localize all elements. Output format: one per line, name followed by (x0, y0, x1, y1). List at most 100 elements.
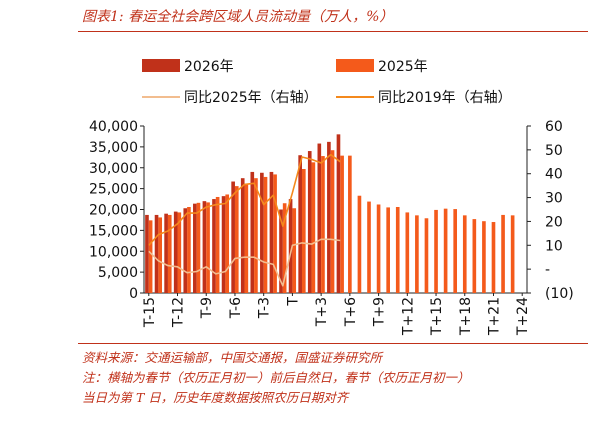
bar-2026 (231, 181, 235, 293)
line-yoy-2025 (148, 238, 341, 287)
x-axis-tick-label: T-15 (142, 297, 158, 328)
chart-title: 图表1: 春运全社会跨区域人员流动量（万人，%） (82, 9, 394, 25)
bar-2025 (510, 215, 515, 293)
bar-2025 (263, 176, 268, 293)
bar-2026 (307, 151, 312, 293)
x-axis-tick-label: T+24 (515, 297, 531, 336)
left-axis-tick-label: 35,000 (89, 140, 138, 156)
x-axis-tick-label: T+21 (487, 297, 503, 336)
bar-2026 (288, 199, 293, 293)
legend-swatch-2026 (142, 59, 180, 72)
bar-2026 (154, 214, 159, 293)
x-axis-tick-label: T-3 (257, 297, 273, 319)
right-axis-tick-label: 50 (545, 143, 563, 159)
left-axis-tick-label: 5,000 (98, 265, 138, 281)
bar-2026 (221, 196, 226, 293)
legend-label-2026: 2026年 (184, 59, 234, 75)
right-axis-tick-label: 30 (545, 191, 563, 207)
legend-label-2025: 2025年 (378, 59, 428, 75)
bar-2025 (415, 215, 419, 293)
bar-2025 (282, 203, 287, 293)
bar-2025 (244, 184, 249, 293)
x-axis-tick-label: T-9 (199, 297, 215, 319)
x-axis-tick-label: T+6 (343, 297, 359, 327)
legend-label-yoy-2025: 同比2025年（右轴） (184, 90, 318, 106)
left-axis-tick-label: 40,000 (89, 119, 138, 135)
source-note: 资料来源：交通运输部，中国交通报，国盛证券研究所 (82, 350, 383, 365)
x-axis-tick-label: T-6 (228, 297, 244, 319)
bar-2025 (330, 150, 335, 293)
bar-2025 (501, 214, 505, 293)
bar-2025 (424, 218, 429, 293)
bar-2025 (348, 155, 352, 293)
tick-labels-group: 0 5,000 10,000 15,000 20,000 25,000 30,000 35,0… (89, 119, 574, 336)
bar-2025 (273, 174, 277, 293)
bar-2026 (173, 211, 178, 293)
x-axis-tick-label: T+3 (314, 297, 330, 327)
right-axis-tick-label: 60 (545, 119, 563, 135)
bar-2025 (462, 215, 467, 293)
bar-2025 (254, 178, 258, 293)
right-axis-tick-label: 10 (545, 238, 563, 254)
bar-2025 (206, 202, 210, 293)
bar-2025 (405, 212, 410, 293)
x-axis-tick-label: T+15 (429, 297, 445, 336)
x-axis-tick-label: T-12 (171, 297, 187, 328)
bar-2025 (301, 169, 306, 293)
footer-divider (78, 343, 588, 344)
lines-group (148, 153, 341, 287)
axis-note-line-2: 当日为第 T 日，历史年度数据按照农历日期对齐 (82, 390, 349, 405)
bar-2025 (225, 194, 230, 293)
right-axis-tick-label: - (545, 262, 550, 278)
bar-2025 (167, 214, 172, 293)
bar-2025 (311, 162, 316, 293)
right-axis-tick-label: (10) (545, 286, 574, 302)
bar-2026 (317, 143, 322, 293)
bar-2025 (386, 207, 390, 293)
left-axis-tick-label: 30,000 (89, 161, 138, 177)
chart: 0 5,000 10,000 15,000 20,000 25,000 30,000 35,0… (89, 59, 574, 336)
footer-notes: 资料来源：交通运输部，中国交通报，国盛证券研究所 注：横轴为春节（农历正月初一）… (82, 348, 470, 408)
left-axis-tick-label: 20,000 (89, 203, 138, 219)
bar-2025 (321, 156, 325, 293)
bar-2025 (357, 195, 362, 293)
bar-2025 (434, 209, 438, 293)
right-axis-tick-label: 40 (545, 167, 563, 183)
bars-group (145, 134, 515, 293)
bar-2026 (279, 209, 283, 293)
bar-2025 (292, 208, 297, 293)
bar-2025 (148, 220, 153, 293)
bar-2026 (269, 171, 274, 293)
bar-2025 (215, 196, 220, 293)
bar-2026 (327, 141, 331, 293)
x-axis-tick-label: T+12 (400, 297, 416, 336)
bar-2026 (164, 213, 168, 293)
left-axis-tick-label: 0 (129, 286, 138, 302)
bar-2025 (453, 209, 458, 293)
left-axis-tick-label: 10,000 (89, 244, 138, 260)
bar-2025 (234, 186, 239, 293)
bar-2025 (443, 208, 448, 293)
bar-2025 (472, 219, 477, 293)
bar-2026 (250, 171, 255, 293)
x-axis-tick-label: T (285, 297, 301, 307)
bar-2026 (240, 178, 245, 293)
bar-2026 (145, 214, 149, 293)
right-axis-tick-label: 20 (545, 214, 563, 230)
bar-2025 (340, 155, 344, 293)
bar-2025 (395, 206, 400, 293)
bar-2025 (196, 202, 201, 293)
bar-2025 (187, 206, 191, 293)
legend-label-yoy-2019: 同比2019年（右轴） (378, 90, 512, 106)
left-axis-tick-label: 15,000 (89, 223, 138, 239)
bar-2025 (491, 222, 496, 293)
x-axis-tick-label: T+9 (372, 297, 388, 327)
bar-2025 (376, 204, 381, 293)
bar-2025 (177, 212, 182, 293)
title-divider (78, 31, 588, 32)
bar-2026 (202, 201, 207, 293)
legend-swatch-2025 (336, 59, 374, 72)
bar-2025 (158, 217, 163, 293)
bar-2026 (183, 208, 188, 293)
